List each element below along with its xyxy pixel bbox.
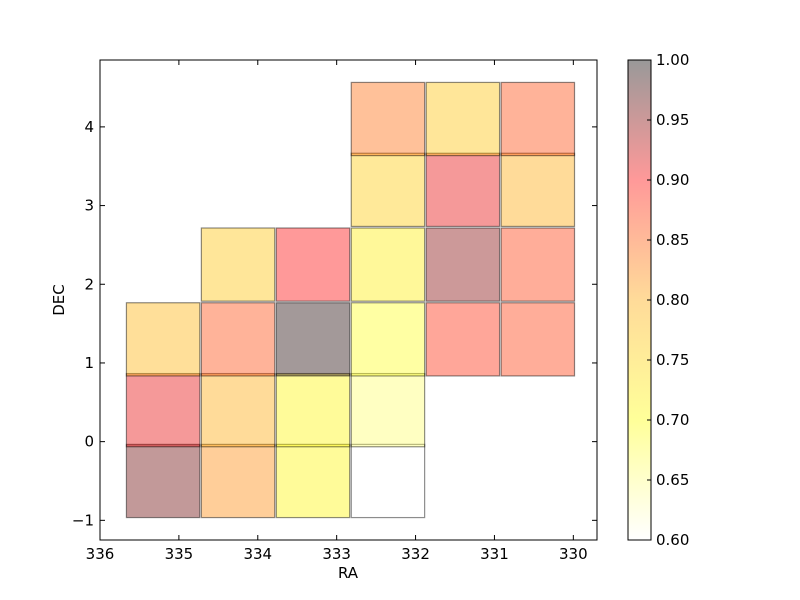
heatmap-cell — [500, 302, 576, 377]
heatmap-cell — [350, 227, 426, 302]
heatmap-cell — [350, 302, 426, 377]
colorbar-tick-label: 0.60 — [656, 531, 689, 549]
colorbar-tick-label: 0.85 — [656, 231, 689, 249]
colorbar-tick-label: 0.95 — [656, 111, 689, 129]
heatmap-cell — [275, 372, 351, 448]
heatmap-cell — [425, 302, 501, 377]
y-axis-label: DEC — [50, 284, 68, 316]
heatmap-cell — [200, 227, 276, 302]
x-tick-label: 333 — [322, 545, 351, 563]
x-tick-label: 332 — [401, 545, 430, 563]
heatmap-cell — [200, 443, 276, 519]
heatmap-cell — [500, 227, 576, 302]
colorbar-fill — [628, 60, 651, 540]
heatmap-cell — [125, 302, 201, 377]
heatmap-cell — [425, 152, 501, 228]
x-tick-label: 334 — [243, 545, 272, 563]
heatmap-cell — [275, 227, 351, 302]
colorbar-tick-label: 0.75 — [656, 351, 689, 369]
heatmap-cell — [200, 302, 276, 377]
colorbar-tick-label: 1.00 — [656, 51, 689, 69]
heatmap-cell — [125, 443, 201, 519]
heatmap-cell — [500, 152, 576, 228]
cells-layer — [125, 81, 576, 519]
heatmap-cell — [200, 372, 276, 448]
colorbar-ticks: 0.60 0.65 0.70 0.75 0.80 0.85 0.90 0.95 1.00 — [647, 51, 689, 549]
colorbar-tick-label: 0.80 — [656, 291, 689, 309]
heatmap-cell — [350, 372, 426, 448]
heatmap-cell — [275, 443, 351, 519]
colorbar-tick-label: 0.90 — [656, 171, 689, 189]
y-tick-label: 3 — [84, 197, 94, 215]
y-tick-label: 0 — [84, 433, 94, 451]
heatmap-cell — [350, 443, 426, 519]
colorbar-tick-label: 0.65 — [656, 471, 689, 489]
x-axis-ticks: 336 335 334 333 332 331 330 — [86, 60, 588, 563]
plot-area-background — [100, 60, 597, 540]
x-axis-label: RA — [338, 564, 359, 582]
heatmap-cell — [275, 302, 351, 377]
heatmap-cell — [425, 227, 501, 302]
y-tick-label: 4 — [84, 118, 94, 136]
y-tick-label: 1 — [84, 354, 94, 372]
x-tick-label: 331 — [480, 545, 509, 563]
heatmap-cell — [425, 81, 501, 157]
plot-area-frame — [99, 59, 598, 541]
heatmap-cell — [500, 81, 576, 157]
x-tick-label: 335 — [165, 545, 194, 563]
y-tick-label: −1 — [72, 511, 94, 529]
heatmap-cell — [350, 81, 426, 157]
heatmap-cell — [125, 372, 201, 448]
y-tick-label: 2 — [84, 275, 94, 293]
colorbar-tick-label: 0.70 — [656, 411, 689, 429]
y-axis-ticks: −1 0 1 2 3 4 — [72, 118, 597, 529]
x-tick-label: 330 — [559, 545, 588, 563]
heatmap-cell — [350, 152, 426, 228]
x-tick-label: 336 — [86, 545, 115, 563]
